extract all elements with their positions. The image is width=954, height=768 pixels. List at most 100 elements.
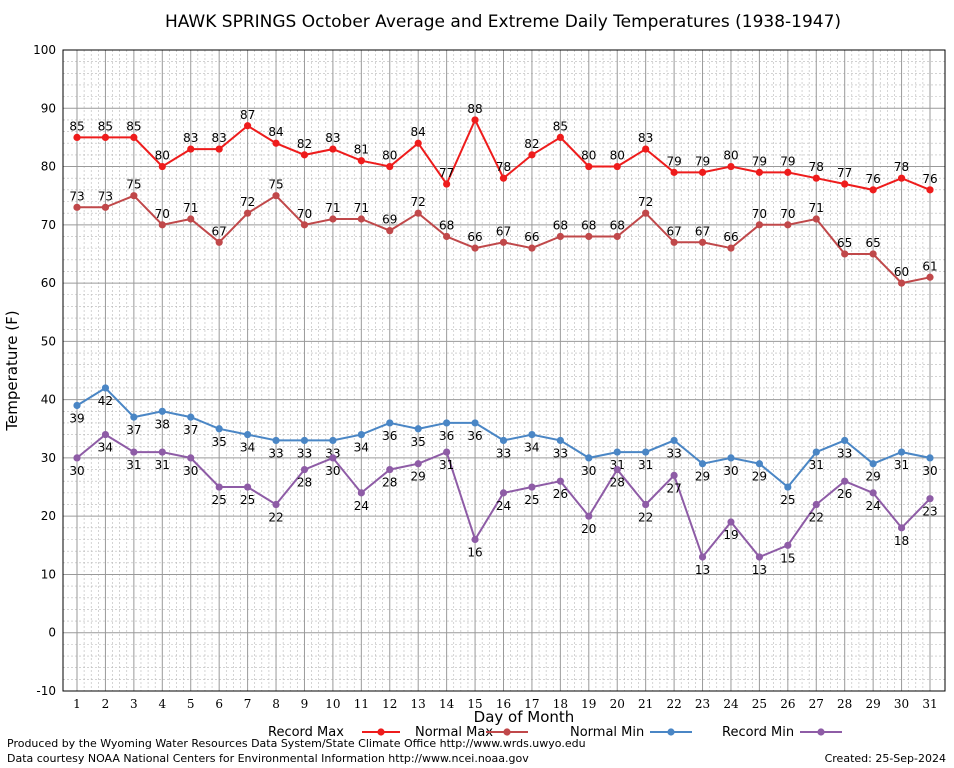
data-point-record-min bbox=[244, 483, 252, 491]
data-label-normal-min: 35 bbox=[212, 435, 227, 449]
data-label-normal-min: 36 bbox=[382, 429, 397, 443]
data-label-normal-min: 33 bbox=[837, 446, 852, 460]
data-label-normal-max: 60 bbox=[894, 265, 909, 279]
series-layer: 85 85 85 80 83 83 87 84 82 83 81 80 84 77 88 78 82 85 80 80… bbox=[69, 102, 937, 577]
data-label-normal-max: 67 bbox=[695, 224, 710, 238]
data-point-normal-min bbox=[755, 460, 764, 468]
data-label-record-min: 25 bbox=[240, 493, 255, 507]
data-point-record-max bbox=[784, 168, 792, 176]
y-tick-label: 10 bbox=[41, 567, 56, 581]
data-point-normal-min bbox=[613, 448, 621, 456]
x-tick-label: 26 bbox=[780, 697, 795, 711]
data-label-normal-min: 36 bbox=[439, 429, 454, 443]
data-point-normal-min bbox=[471, 419, 479, 427]
data-point-record-min bbox=[499, 489, 508, 497]
data-label-normal-max: 68 bbox=[610, 218, 625, 232]
legend-marker-record-max bbox=[377, 728, 385, 736]
data-label-record-min: 22 bbox=[809, 511, 824, 525]
data-point-normal-max bbox=[357, 215, 365, 223]
data-label-normal-min: 33 bbox=[268, 446, 283, 460]
data-point-normal-max bbox=[73, 203, 81, 211]
data-label-normal-max: 67 bbox=[496, 224, 511, 238]
y-tick-label: 40 bbox=[41, 393, 56, 407]
legend-marker-normal-min bbox=[667, 728, 675, 736]
data-label-record-max: 88 bbox=[467, 102, 482, 116]
data-point-record-min bbox=[414, 460, 422, 468]
data-point-record-min bbox=[272, 500, 280, 509]
data-label-record-min: 30 bbox=[183, 464, 198, 478]
data-point-normal-max bbox=[926, 273, 934, 281]
data-label-normal-max: 65 bbox=[865, 236, 880, 250]
data-point-record-min bbox=[130, 448, 138, 456]
data-point-record-min bbox=[613, 465, 621, 474]
data-label-record-max: 83 bbox=[212, 131, 227, 145]
data-point-record-min bbox=[784, 541, 792, 549]
data-point-record-min bbox=[329, 454, 337, 462]
data-label-record-min: 16 bbox=[467, 545, 482, 559]
data-point-record-max bbox=[443, 180, 451, 188]
x-tick-label: 29 bbox=[865, 697, 880, 711]
data-point-normal-max bbox=[698, 238, 707, 246]
data-point-record-min bbox=[926, 495, 934, 503]
data-label-normal-min: 31 bbox=[610, 458, 625, 472]
data-point-record-min bbox=[528, 483, 536, 491]
data-label-normal-min: 33 bbox=[553, 446, 568, 460]
data-label-normal-min: 30 bbox=[922, 464, 937, 478]
data-point-record-max bbox=[841, 180, 849, 188]
x-tick-label: 30 bbox=[894, 697, 909, 711]
data-point-record-min bbox=[869, 489, 877, 497]
footer-created-date: Created: 25-Sep-2024 bbox=[824, 752, 946, 765]
data-point-normal-min bbox=[300, 436, 309, 445]
data-label-record-min: 24 bbox=[354, 499, 369, 513]
data-label-normal-min: 33 bbox=[496, 446, 511, 460]
x-tick-label: 10 bbox=[325, 697, 340, 711]
y-tick-label: 30 bbox=[41, 451, 56, 465]
data-label-record-max: 79 bbox=[780, 154, 795, 168]
data-label-record-min: 28 bbox=[297, 476, 312, 490]
y-tick-label: 90 bbox=[41, 101, 56, 115]
data-label-record-min: 15 bbox=[780, 551, 795, 565]
data-label-normal-min: 35 bbox=[411, 435, 426, 449]
data-label-record-max: 82 bbox=[297, 137, 312, 151]
data-label-normal-max: 71 bbox=[354, 201, 369, 215]
x-tick-label: 5 bbox=[187, 697, 195, 711]
data-point-record-max bbox=[727, 162, 735, 171]
data-label-normal-max: 71 bbox=[809, 201, 824, 215]
y-tick-label: 60 bbox=[41, 276, 56, 290]
data-label-record-max: 84 bbox=[268, 125, 283, 139]
x-tick-label: 8 bbox=[272, 697, 280, 711]
data-label-record-max: 85 bbox=[69, 119, 84, 133]
data-label-normal-min: 42 bbox=[98, 394, 113, 408]
x-tick-label: 14 bbox=[439, 697, 455, 711]
x-tick-label: 17 bbox=[524, 697, 539, 711]
data-point-normal-min bbox=[101, 384, 110, 392]
data-point-normal-min bbox=[727, 454, 735, 462]
data-point-record-max bbox=[499, 174, 508, 182]
data-label-record-max: 80 bbox=[155, 149, 170, 163]
data-label-normal-max: 66 bbox=[524, 230, 539, 244]
legend-label-record-max: Record Max bbox=[268, 725, 344, 740]
data-point-normal-max bbox=[528, 244, 536, 252]
x-tick-label: 3 bbox=[130, 697, 138, 711]
data-label-record-min: 24 bbox=[865, 499, 880, 513]
data-point-normal-max bbox=[755, 221, 764, 229]
data-point-record-max bbox=[130, 133, 138, 142]
data-label-record-min: 34 bbox=[98, 441, 113, 455]
data-label-normal-max: 75 bbox=[126, 178, 141, 192]
x-tick-label: 19 bbox=[581, 697, 596, 711]
x-tick-label: 28 bbox=[837, 697, 852, 711]
x-tick-label: 12 bbox=[382, 697, 397, 711]
data-point-record-max bbox=[613, 162, 621, 171]
data-point-record-max bbox=[556, 133, 564, 142]
data-point-record-max bbox=[187, 145, 195, 153]
x-tick-label: 13 bbox=[411, 697, 426, 711]
data-point-normal-min bbox=[414, 425, 422, 433]
data-point-record-min bbox=[471, 535, 479, 544]
y-axis-label: Temperature (F) bbox=[3, 310, 21, 431]
data-point-normal-max bbox=[158, 221, 166, 229]
data-label-normal-max: 71 bbox=[325, 201, 340, 215]
y-tick-label: 50 bbox=[41, 334, 56, 348]
data-point-record-max bbox=[471, 116, 479, 124]
data-label-normal-max: 72 bbox=[411, 195, 426, 209]
